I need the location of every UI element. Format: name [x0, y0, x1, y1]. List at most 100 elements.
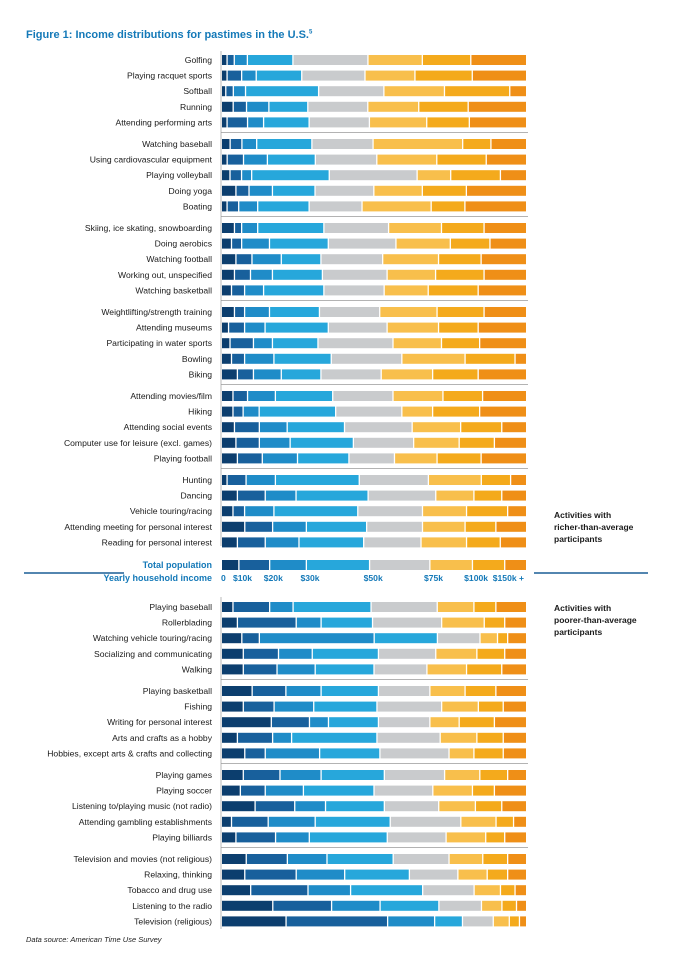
richer-bar-hunting-segment-1: [222, 475, 227, 485]
richer-bar-reading-for-personal-interest-segment-1: [222, 537, 237, 548]
poorer-bar-hobbies-except-arts-crafts-and-collecting-segment-1: [222, 748, 245, 759]
richer-bar-playing-racquet-sports-label: Playing racquet sports: [127, 71, 212, 81]
richer-bar-dancing-segment-5: [368, 490, 436, 501]
poorer-bar-playing-baseball-segment-1: [222, 602, 233, 612]
richer-bar-reading-for-personal-interest-segment-6: [421, 537, 466, 548]
richer-bar-attending-meeting-for-personal-interest-segment-7: [465, 521, 496, 532]
richer-bar-softball-segment-6: [384, 86, 444, 97]
richer-bar-running-segment-3: [247, 101, 269, 112]
richer-bar-attending-performing-arts-segment-5: [309, 117, 369, 128]
poorer-bar-playing-games-segment-6: [445, 770, 480, 780]
richer-bar-biking-segment-8: [478, 369, 526, 380]
richer-bar-weightlifting-strength-training-segment-6: [380, 307, 437, 317]
richer-bar-attending-movies-film-segment-3: [248, 391, 275, 401]
poorer-bar-fishing-segment-2: [243, 701, 274, 712]
poorer-bar-listening-to-playing-music-not-radio-segment-8: [502, 801, 526, 812]
poorer-bar-rollerblading-segment-1: [222, 617, 237, 628]
richer-bar-computer-use-for-leisure-excl-games-segment-6: [414, 437, 459, 448]
richer-bar-playing-football-segment-6: [395, 453, 437, 464]
richer-bar-bowling-segment-6: [402, 353, 465, 364]
note-richer-line-2: richer-than-average: [554, 522, 634, 532]
poorer-bar-hobbies-except-arts-crafts-and-collecting-segment-8: [503, 748, 526, 759]
richer-bar-golfing-segment-2: [227, 55, 234, 65]
poorer-bar-tobacco-and-drug-use-segment-2: [251, 885, 308, 896]
richer-bar-attending-museums-segment-2: [229, 322, 244, 333]
poorer-bar-television-religious-segment-1: [222, 916, 286, 927]
poorer-bar-watching-vehicle-touring-racing-segment-7: [498, 633, 508, 644]
richer-bar-skiing-ice-skating-snowboarding-segment-1: [222, 223, 234, 233]
richer-bar-golfing-segment-3: [234, 55, 247, 65]
richer-bar-running-segment-2: [233, 101, 246, 112]
poorer-bar-writing-for-personal-interest-segment-5: [379, 717, 430, 728]
richer-bar-boating-segment-5: [309, 201, 362, 212]
richer-bar-weightlifting-strength-training-segment-7: [437, 307, 484, 317]
poorer-bar-relaxing-thinking-segment-5: [410, 869, 458, 880]
poorer-bar-tobacco-and-drug-use-segment-7: [501, 885, 515, 896]
richer-bar-watching-football-segment-3: [252, 254, 281, 265]
poorer-bar-television-and-movies-not-religious-segment-8: [508, 854, 526, 864]
poorer-bar-hobbies-except-arts-crafts-and-collecting-segment-5: [380, 748, 449, 759]
poorer-bar-relaxing-thinking-segment-4: [345, 869, 409, 880]
note-richer-line-1: Activities with: [554, 510, 612, 520]
poorer-bar-hobbies-except-arts-crafts-and-collecting-segment-4: [320, 748, 380, 759]
richer-bar-attending-social-events-segment-7: [461, 422, 502, 433]
richer-bar-weightlifting-strength-training-segment-1: [222, 307, 234, 317]
richer-bar-playing-racquet-sports-segment-7: [415, 70, 472, 81]
richer-bar-watching-football-segment-5: [321, 254, 383, 265]
richer-bar-doing-aerobics-segment-1: [222, 238, 231, 249]
poorer-bar-attending-gambling-establishments-segment-3: [268, 816, 315, 827]
richer-bar-hunting-segment-6: [429, 475, 481, 485]
poorer-bar-attending-gambling-establishments-label: Attending gambling establishments: [79, 817, 212, 827]
richer-bar-watching-baseball-label: Watching baseball: [142, 139, 212, 149]
richer-bar-playing-football-segment-1: [222, 453, 237, 464]
poorer-bar-arts-and-crafts-as-a-hobby-segment-8: [503, 732, 526, 743]
richer-bar-bowling-label: Bowling: [182, 354, 212, 364]
poorer-bar-socializing-and-communicating-segment-7: [477, 648, 505, 659]
richer-bar-reading-for-personal-interest-segment-3: [265, 537, 299, 548]
richer-bar-weightlifting-strength-training-segment-8: [484, 307, 526, 317]
richer-bar-doing-yoga-label: Doing yoga: [169, 186, 213, 196]
poorer-bar-rollerblading-segment-6: [442, 617, 484, 628]
richer-bar-watching-football-segment-4: [281, 254, 321, 265]
poorer-bar-relaxing-thinking-segment-8: [508, 869, 526, 880]
richer-bar-watching-basketball-segment-4: [264, 285, 324, 296]
richer-bar-working-out-unspecified-segment-2: [235, 269, 250, 280]
richer-bar-participating-in-water-sports-segment-8: [480, 338, 526, 349]
richer-bar-attending-museums-segment-3: [245, 322, 265, 333]
poorer-bar-writing-for-personal-interest-segment-6: [430, 717, 459, 728]
richer-bar-participating-in-water-sports-segment-3: [254, 338, 272, 349]
poorer-bar-attending-gambling-establishments-segment-1: [222, 816, 231, 827]
poorer-bar-walking-segment-5: [374, 664, 427, 675]
poorer-bar-playing-basketball-segment-5: [379, 686, 430, 696]
richer-bar-weightlifting-strength-training-label: Weightlifting/strength training: [101, 307, 212, 317]
poorer-bar-relaxing-thinking-label: Relaxing, thinking: [144, 870, 212, 880]
richer-bar-doing-aerobics-segment-6: [396, 238, 450, 249]
poorer-bar-listening-to-playing-music-not-radio-segment-3: [295, 801, 325, 812]
poorer-bar-arts-and-crafts-as-a-hobby-segment-1: [222, 732, 237, 743]
poorer-bar-playing-billiards-segment-2: [236, 832, 275, 843]
richer-bar-hiking-segment-6: [402, 406, 432, 417]
richer-bar-attending-performing-arts-segment-2: [227, 117, 247, 128]
poorer-bar-fishing-segment-1: [222, 701, 243, 712]
figure-title: Figure 1: Income distributions for pasti…: [26, 29, 312, 41]
poorer-bar-walking-segment-2: [243, 664, 277, 675]
richer-bar-playing-volleyball-segment-8: [501, 170, 526, 181]
poorer-bar-television-religious-segment-4: [435, 916, 462, 927]
poorer-bar-playing-soccer-segment-5: [374, 785, 433, 796]
poorer-bar-watching-vehicle-touring-racing-segment-6: [480, 633, 497, 644]
richer-bar-hunting-segment-3: [246, 475, 275, 485]
poorer-bar-hobbies-except-arts-crafts-and-collecting-segment-6: [449, 748, 474, 759]
richer-bar-biking-segment-1: [222, 369, 237, 380]
richer-bar-attending-movies-film-label: Attending movies/film: [130, 391, 212, 401]
richer-bar-doing-yoga-segment-2: [236, 185, 249, 196]
richer-bar-golfing-label: Golfing: [185, 55, 212, 65]
richer-bar-playing-football-segment-8: [481, 453, 526, 464]
poorer-bar-fishing-segment-5: [377, 701, 441, 712]
poorer-bar-tobacco-and-drug-use-segment-1: [222, 885, 251, 896]
richer-bar-running-segment-7: [419, 101, 468, 112]
poorer-bar-television-religious-segment-3: [388, 916, 434, 927]
richer-bar-watching-baseball-segment-4: [257, 139, 312, 149]
poorer-bar-fishing-segment-3: [274, 701, 314, 712]
richer-bar-doing-aerobics-segment-7: [450, 238, 490, 249]
poorer-bar-listening-to-the-radio-segment-5: [439, 900, 481, 911]
